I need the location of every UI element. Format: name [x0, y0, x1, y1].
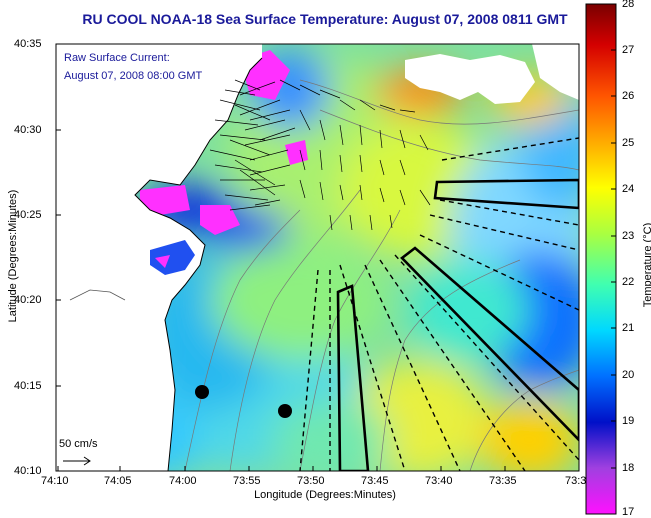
- bathymetry-contours: [184, 79, 579, 471]
- colorbar-tick-label: 22: [622, 276, 635, 288]
- current-label: Raw Surface Current:: [64, 52, 170, 64]
- colorbar-tick-label: 21: [622, 322, 635, 334]
- x-tick-label: 73:40: [425, 475, 453, 487]
- y-tick-label: 40:20: [14, 294, 42, 306]
- colorbar-tick-label: 24: [622, 183, 635, 195]
- sst-field: [56, 44, 579, 471]
- current-timestamp: August 07, 2008 08:00 GMT: [64, 70, 203, 82]
- colorbar-tick-label: 26: [622, 90, 635, 102]
- plot-frame: [55, 43, 580, 472]
- colorbar: [585, 3, 617, 515]
- scale-label: 50 cm/s: [59, 438, 98, 450]
- colorbar-tick-label: 27: [622, 44, 635, 56]
- map-title: RU COOL NOAA-18 Sea Surface Temperature:…: [82, 11, 568, 27]
- x-tick-label: 74:00: [169, 475, 197, 487]
- colorbar-tick-label: 17: [622, 506, 635, 518]
- current-vectors: [209, 79, 431, 231]
- colorbar-tick-label: 28: [622, 0, 635, 10]
- x-tick-label: 73:45: [361, 475, 389, 487]
- x-tick-label: 73:3: [565, 475, 587, 487]
- x-axis-label: Longitude (Degrees:Minutes): [254, 489, 396, 501]
- x-tick-label: 74:10: [41, 475, 69, 487]
- coastline: [134, 57, 263, 471]
- x-tick-label: 73:55: [233, 475, 261, 487]
- x-tick-label: 73:35: [489, 475, 517, 487]
- survey-boxes: [336, 178, 579, 471]
- colorbar-tick-label: 19: [622, 415, 635, 427]
- y-tick-label: 40:35: [14, 38, 42, 50]
- colorbar-label: Temperature (°C): [642, 222, 651, 308]
- x-tick-label: 74:05: [104, 475, 132, 487]
- y-tick-label: 40:15: [14, 380, 42, 392]
- scale-arrow: [63, 456, 91, 466]
- colorbar-tick-label: 25: [622, 137, 635, 149]
- y-tick-label: 40:10: [14, 465, 42, 477]
- colorbar-tick-label: 18: [622, 462, 635, 474]
- y-tick-label: 40:30: [14, 124, 42, 136]
- station-marker: [195, 385, 209, 399]
- colorbar-tick-label: 23: [622, 230, 635, 242]
- survey-lines: [299, 137, 579, 471]
- colorbar-tick-label: 20: [622, 369, 635, 381]
- y-tick-label: 40:25: [14, 209, 42, 221]
- y-axis-label: Latitude (Degrees:Minutes): [7, 189, 19, 323]
- station-marker: [278, 404, 292, 418]
- x-tick-label: 73:50: [297, 475, 325, 487]
